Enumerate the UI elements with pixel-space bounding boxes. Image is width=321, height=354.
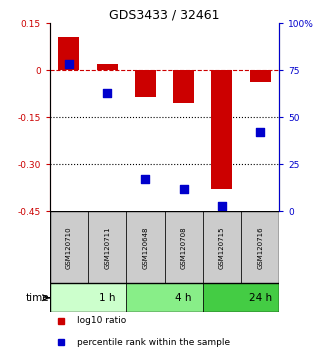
Text: GSM120710: GSM120710 — [66, 226, 72, 269]
Text: GSM120711: GSM120711 — [104, 226, 110, 269]
Text: log10 ratio: log10 ratio — [77, 316, 126, 325]
Point — [219, 203, 224, 209]
Text: GSM120708: GSM120708 — [181, 226, 187, 269]
Bar — [58, 37, 79, 70]
Bar — [250, 70, 271, 82]
Point — [257, 130, 263, 135]
Text: percentile rank within the sample: percentile rank within the sample — [77, 338, 230, 347]
Bar — [203, 211, 241, 283]
Text: GSM120648: GSM120648 — [143, 226, 148, 269]
Bar — [203, 283, 279, 312]
Bar — [97, 64, 118, 70]
Bar — [88, 211, 126, 283]
Bar — [50, 211, 88, 283]
Text: 24 h: 24 h — [248, 293, 272, 303]
Point — [66, 62, 72, 67]
Bar — [126, 283, 203, 312]
Bar — [126, 211, 164, 283]
Text: 4 h: 4 h — [175, 293, 192, 303]
Text: time: time — [25, 293, 49, 303]
Bar — [241, 211, 279, 283]
Bar — [211, 70, 232, 189]
Bar — [164, 211, 203, 283]
Point — [143, 177, 148, 182]
Point — [181, 186, 186, 192]
Text: 1 h: 1 h — [99, 293, 115, 303]
Text: GSM120715: GSM120715 — [219, 226, 225, 269]
Bar — [173, 70, 194, 103]
Bar — [135, 70, 156, 97]
Text: GSM120716: GSM120716 — [257, 226, 263, 269]
Bar — [50, 283, 126, 312]
Point — [105, 90, 110, 96]
Title: GDS3433 / 32461: GDS3433 / 32461 — [109, 9, 220, 22]
